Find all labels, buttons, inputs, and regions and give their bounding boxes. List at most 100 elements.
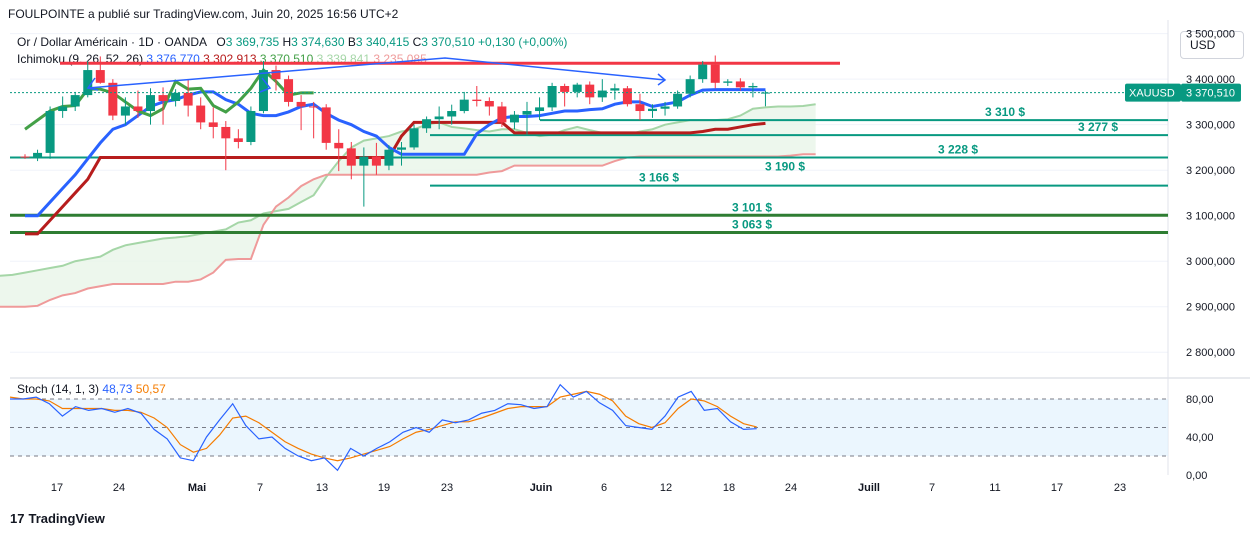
- candle-body: [70, 95, 80, 107]
- brand-label: TradingView: [28, 511, 105, 526]
- price-tag: [1181, 83, 1241, 102]
- currency-button[interactable]: USD: [1180, 31, 1244, 59]
- candle-body: [597, 90, 607, 98]
- open-value: 3 369,735: [225, 35, 280, 49]
- candle-body: [547, 85, 557, 108]
- time-tick-label: 23: [441, 482, 453, 494]
- candle-body: [472, 99, 482, 102]
- time-tick-label: Mai: [188, 482, 206, 494]
- candle-body: [522, 111, 532, 115]
- time-tick-label: 23: [1114, 482, 1126, 494]
- time-tick-label: 7: [257, 482, 263, 494]
- low-value: 3 340,415: [355, 35, 410, 49]
- candle-body: [133, 106, 143, 112]
- tradingview-mark-icon: 17: [10, 511, 25, 526]
- candle-body: [83, 70, 93, 96]
- candle-body: [58, 106, 68, 112]
- candle-body: [233, 138, 243, 142]
- candle-body: [572, 84, 582, 92]
- candle-body: [459, 99, 469, 112]
- candle-body: [748, 85, 758, 88]
- candle-body: [710, 64, 720, 83]
- candle-body: [698, 64, 708, 80]
- level-label: 3 166 $: [639, 171, 679, 185]
- candle-body: [735, 81, 745, 88]
- candle-body: [409, 128, 419, 148]
- candle-body: [359, 156, 369, 166]
- stoch-k-value: 48,73: [102, 382, 133, 396]
- close-value: 3 370,510: [421, 35, 475, 49]
- level-label: 3 310 $: [985, 105, 1025, 119]
- time-tick-label: 12: [660, 482, 672, 494]
- candle-body: [484, 101, 494, 107]
- change-value: +0,130 (+0,00%): [478, 35, 568, 49]
- senkou-span-a: [0, 103, 816, 277]
- stoch-d-value: 50,57: [135, 382, 166, 396]
- candle-body: [760, 92, 770, 94]
- stoch-tick-label: 40,00: [1186, 432, 1214, 444]
- candle-body: [158, 95, 168, 102]
- price-tick-label: 3 500,000: [1186, 29, 1235, 41]
- candle-body: [648, 108, 657, 112]
- candle-body: [585, 84, 595, 98]
- candle-body: [397, 147, 406, 150]
- level-label: 3 228 $: [938, 142, 978, 156]
- level-label: 3 190 $: [765, 160, 805, 174]
- arrowhead-icon: [657, 73, 667, 86]
- publisher-header: FOULPOINTE a publié sur TradingView.com,…: [8, 7, 399, 21]
- ticker-label: XAUUSD: [1129, 88, 1175, 100]
- candle-body: [422, 119, 432, 129]
- candle-body: [660, 106, 670, 109]
- candle-body: [622, 88, 632, 105]
- candle-body: [246, 111, 256, 142]
- level-label: 3 063 $: [732, 218, 772, 232]
- candle-body: [120, 106, 130, 116]
- candle-body: [334, 142, 344, 149]
- candle-body: [685, 79, 695, 94]
- candle-body: [535, 107, 545, 112]
- close-label: C: [412, 35, 422, 49]
- candle-body: [560, 85, 570, 92]
- candle-body: [309, 106, 319, 108]
- time-tick-label: 24: [785, 482, 797, 494]
- time-tick-label: Juill: [858, 482, 880, 494]
- level-label: 3 277 $: [1078, 120, 1118, 134]
- candle-body: [321, 107, 331, 143]
- kijun-line: [25, 120, 766, 236]
- candle-body: [434, 116, 444, 120]
- candle-body: [610, 88, 620, 91]
- stoch-legend: Stoch (14, 1, 3) 48,73 50,57: [17, 382, 166, 396]
- candle-body: [20, 156, 30, 158]
- price-tick-label: 2 900,000: [1186, 302, 1235, 314]
- candle-body: [296, 101, 306, 107]
- open-label: O: [216, 35, 226, 49]
- price-tag-label: 3 370,510: [1186, 88, 1235, 100]
- candle-body: [509, 114, 519, 123]
- tradingview-logo[interactable]: 17 TradingView: [10, 511, 105, 526]
- candle-body: [146, 95, 155, 112]
- time-tick-label: 7: [929, 482, 935, 494]
- time-tick-label: 11: [989, 482, 1000, 494]
- stoch-k-line: [10, 383, 757, 472]
- candle-body: [284, 79, 294, 102]
- candle-body: [271, 70, 281, 80]
- price-tick-label: 3 400,000: [1186, 74, 1235, 86]
- time-tick-label: Juin: [530, 482, 553, 494]
- time-tick-label: 17: [51, 482, 63, 494]
- candle-body: [673, 93, 683, 107]
- time-tick-label: 6: [601, 482, 607, 494]
- time-tick-label: 19: [378, 482, 390, 494]
- stoch-label[interactable]: Stoch (14, 1, 3): [17, 382, 100, 396]
- time-tick-label: 24: [113, 482, 125, 494]
- candle-body: [183, 92, 193, 106]
- candle-body: [33, 152, 43, 158]
- high-label: H: [282, 35, 292, 49]
- time-tick-label: 13: [316, 482, 328, 494]
- trendline-arrow: [87, 57, 666, 89]
- candle-body: [723, 81, 733, 83]
- symbol-title[interactable]: Or / Dollar Américain · 1D · OANDA: [17, 35, 208, 49]
- price-tick-label: 3 100,000: [1186, 211, 1235, 223]
- symbol-legend: Or / Dollar Américain · 1D · OANDA O3 36…: [17, 35, 567, 49]
- candle-body: [95, 70, 105, 83]
